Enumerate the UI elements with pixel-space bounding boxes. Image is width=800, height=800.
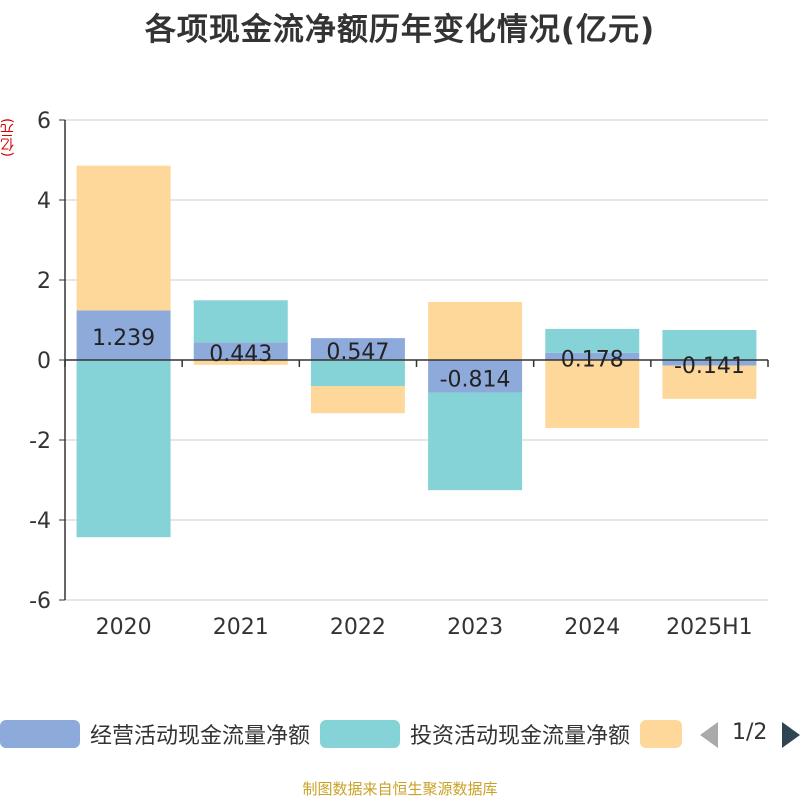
legend-label: 投资活动现金流量净额 — [410, 724, 631, 749]
data-label: 1.239 — [92, 326, 155, 351]
data-label: 0.443 — [209, 342, 272, 367]
data-label: 0.178 — [561, 347, 624, 372]
bar-operating — [193, 342, 288, 360]
x-tick-label: 2025H1 — [666, 615, 753, 640]
bar-financing — [193, 360, 288, 365]
legend: 经营活动现金流量净额 投资活动现金流量净额 1/2 — [0, 716, 800, 756]
chart-title: 各项现金流净额历年变化情况(亿元) — [144, 12, 656, 48]
legend-item-operating[interactable]: 经营活动现金流量净额 — [0, 716, 310, 752]
x-tick-label: 2021 — [213, 615, 269, 640]
x-tick-label: 2024 — [564, 615, 620, 640]
bar-financing — [310, 386, 405, 414]
bar-operating — [428, 360, 523, 393]
bar-investing — [662, 330, 757, 360]
bar-financing — [76, 165, 171, 311]
x-tick-label: 2020 — [96, 615, 152, 640]
y-tick-label: -6 — [29, 589, 51, 614]
bar-investing — [428, 392, 523, 491]
bar-operating — [662, 360, 757, 366]
prev-page-arrow-icon[interactable] — [700, 722, 718, 748]
y-tick-label: 0 — [37, 349, 51, 374]
bar-operating — [310, 338, 405, 360]
bar-financing — [662, 365, 757, 399]
bar-investing — [76, 360, 171, 538]
x-tick-label: 2023 — [447, 615, 503, 640]
y-tick-label: 4 — [37, 189, 51, 214]
bar-financing — [545, 360, 640, 428]
next-page-arrow-icon[interactable] — [782, 722, 800, 748]
bar-operating — [76, 310, 171, 360]
data-source-footer: 制图数据来自恒生聚源数据库 — [302, 780, 498, 798]
legend-item-investing[interactable]: 投资活动现金流量净额 — [320, 716, 630, 752]
y-tick-label: 2 — [37, 269, 51, 294]
legend-swatch — [0, 720, 80, 748]
legend-swatch — [320, 720, 400, 748]
bar-investing — [193, 300, 288, 343]
bar-financing — [428, 302, 523, 360]
legend-page-indicator: 1/2 — [732, 720, 768, 745]
y-tick-label: 6 — [37, 109, 51, 134]
bar-operating — [545, 352, 640, 360]
legend-swatch — [640, 720, 682, 748]
legend-pager: 1/2 — [700, 718, 800, 752]
data-label: -0.814 — [440, 367, 511, 392]
legend-label: 经营活动现金流量净额 — [90, 724, 311, 749]
data-label: -0.141 — [674, 354, 745, 379]
data-label: 0.547 — [326, 340, 389, 365]
legend-item-financing[interactable] — [640, 716, 682, 752]
y-tick-label: -4 — [29, 509, 51, 534]
bar-investing — [310, 360, 405, 386]
bar-investing — [545, 328, 640, 353]
x-tick-label: 2022 — [330, 615, 386, 640]
y-tick-label: -2 — [29, 429, 51, 454]
